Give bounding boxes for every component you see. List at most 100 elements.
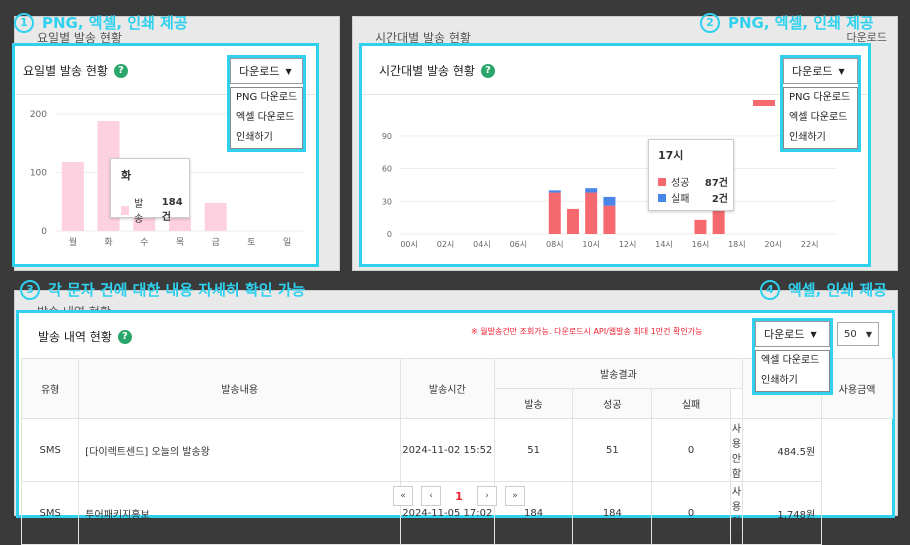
success-bar — [694, 219, 707, 234]
history-panel: 발송 내역 현황 ? ※ 월발송건만 조회가능. 다운로드시 API/웹발송 최… — [16, 310, 895, 545]
tooltip-title: 17시 — [658, 149, 684, 162]
hourly-title: 시간대별 발송 현황 ? — [379, 62, 495, 79]
menu-item-print[interactable]: 인쇄하기 — [761, 375, 798, 386]
menu-item-excel[interactable]: 엑셀 다운로드 — [789, 112, 848, 123]
download-menu: PNG 다운로드 엑셀 다운로드 인쇄하기 — [230, 87, 303, 149]
weekday-bar — [169, 218, 191, 231]
menu-item-excel[interactable]: 엑셀 다운로드 — [761, 355, 820, 366]
x-tick-label: 10시 — [582, 240, 600, 249]
tooltip-series: 발송 — [134, 199, 144, 225]
menu-item-print[interactable]: 인쇄하기 — [236, 132, 273, 143]
cell-type: SMS — [20, 418, 80, 482]
legend-swatch-icon — [658, 193, 666, 202]
divider — [15, 94, 316, 95]
col-success: 성공 — [572, 388, 653, 419]
tooltip-label: 실패 — [671, 194, 690, 205]
x-tick-label: 22시 — [801, 240, 819, 249]
tooltip-title: 화 — [121, 169, 132, 182]
download-button[interactable]: 다운로드 ▼ — [755, 321, 830, 347]
success-bar — [585, 192, 598, 234]
divider — [362, 94, 868, 95]
y-tick-label: 0 — [387, 230, 392, 239]
next-page-button[interactable]: › — [477, 486, 497, 506]
download-label: 다운로드 — [764, 328, 805, 341]
history-title: 발송 내역 현황 ? — [38, 328, 132, 345]
y-tick-label: 0 — [41, 227, 47, 237]
hourly-download-dropdown: 다운로드 ▼ PNG 다운로드 엑셀 다운로드 인쇄하기 — [780, 55, 861, 152]
weekday-tooltip: 화 발송 184건 — [110, 158, 190, 225]
help-icon[interactable]: ? — [117, 329, 132, 344]
callout-text: 엑셀, 인쇄 제공 — [788, 281, 887, 299]
fail-bar — [585, 188, 598, 193]
download-label: 다운로드 — [792, 65, 833, 78]
cell-content: 투어패키지홍보 — [78, 481, 401, 545]
col-sent: 발송 — [493, 388, 574, 419]
callout-text: PNG, 엑셀, 인쇄 제공 — [728, 14, 874, 32]
cell-survey: 사용안함 — [729, 418, 744, 482]
last-page-button[interactable]: » — [505, 486, 525, 506]
menu-item-png[interactable]: PNG 다운로드 — [789, 92, 851, 103]
menu-item-excel[interactable]: 엑셀 다운로드 — [236, 112, 295, 123]
col-content: 발송내용 — [78, 358, 401, 419]
callout-number: 3 — [20, 279, 40, 300]
y-tick-label: 90 — [382, 132, 392, 141]
download-button[interactable]: 다운로드 ▼ — [230, 58, 303, 84]
callout-4: 4 엑셀, 인쇄 제공 — [760, 279, 887, 300]
menu-item-png[interactable]: PNG 다운로드 — [236, 92, 298, 103]
bg-weekday-title: 요일별 발송 현황 — [37, 31, 122, 45]
fail-bar — [548, 190, 561, 193]
x-tick-label: 06시 — [510, 240, 528, 249]
table-row[interactable]: SMS [다이렉트센드] 오늘의 발송왕 2024-11-02 15:52 51… — [20, 418, 893, 482]
current-page[interactable]: 1 — [449, 486, 469, 506]
x-tick-label: 월 — [69, 236, 77, 248]
cell-amount: 1,748원 — [742, 481, 823, 545]
caret-down-icon: ▼ — [810, 329, 817, 339]
history-download-dropdown: 다운로드 ▼ 엑셀 다운로드 인쇄하기 — [752, 318, 833, 395]
callout-1: 1 PNG, 엑셀, 인쇄 제공 — [14, 12, 188, 33]
cell-fail: 0 — [651, 418, 731, 482]
callout-3: 3 각 문자 건에 대한 내용 자세히 확인 가능 — [20, 279, 305, 300]
x-tick-label: 일 — [283, 237, 291, 248]
weekday-bar — [204, 202, 227, 231]
weekday-title-text: 요일별 발송 현황 — [23, 64, 108, 78]
callout-number: 4 — [760, 279, 780, 300]
weekday-bar — [61, 161, 84, 231]
download-menu: 엑셀 다운로드 인쇄하기 — [755, 350, 830, 392]
cell-type: SMS — [20, 481, 80, 545]
x-tick-label: 00시 — [400, 240, 418, 249]
history-notice: ※ 월발송건만 조회가능. 다운로드시 API/웹발송 최대 1만건 확인가능 — [471, 327, 703, 336]
menu-item-print[interactable]: 인쇄하기 — [789, 132, 826, 143]
cell-success: 184 — [572, 481, 653, 545]
callout-number: 1 — [14, 12, 34, 33]
cell-survey: 사용안함 — [729, 481, 744, 545]
callout-2: 2 PNG, 엑셀, 인쇄 제공 — [700, 12, 874, 33]
callout-text: PNG, 엑셀, 인쇄 제공 — [42, 14, 188, 32]
cell-content: [다이렉트센드] 오늘의 발송왕 — [78, 418, 401, 482]
x-tick-label: 목 — [176, 237, 184, 248]
page-size-select[interactable]: 50 ▼ — [837, 322, 879, 346]
help-icon[interactable]: ? — [113, 63, 128, 78]
col-time: 발송시간 — [399, 358, 495, 419]
weekday-title: 요일별 발송 현황 ? — [23, 62, 128, 79]
cell-time: 2024-11-02 15:52 — [399, 418, 495, 482]
cell-sent: 51 — [493, 418, 574, 482]
bg-hourly-download: 다운로드 — [846, 31, 887, 44]
first-page-button[interactable]: « — [393, 486, 413, 506]
help-icon[interactable]: ? — [480, 63, 495, 78]
tooltip-value: 184건 — [161, 197, 183, 223]
x-tick-label: 20시 — [764, 240, 782, 249]
caret-down-icon: ▼ — [865, 329, 872, 339]
callout-text: 각 문자 건에 대한 내용 자세히 확인 가능 — [48, 281, 306, 299]
y-tick-label: 100 — [30, 169, 47, 179]
success-bar — [548, 192, 561, 234]
legend-swatch-icon — [658, 177, 666, 186]
truncated-bar — [753, 100, 775, 106]
x-tick-label: 금 — [212, 237, 220, 248]
col-fail: 실패 — [651, 388, 731, 419]
cell-success: 51 — [572, 418, 653, 482]
col-result: 발송결과 — [493, 358, 744, 389]
x-tick-label: 수 — [140, 237, 148, 248]
fail-bar — [603, 196, 616, 206]
prev-page-button[interactable]: ‹ — [421, 486, 441, 506]
download-button[interactable]: 다운로드 ▼ — [783, 58, 858, 84]
